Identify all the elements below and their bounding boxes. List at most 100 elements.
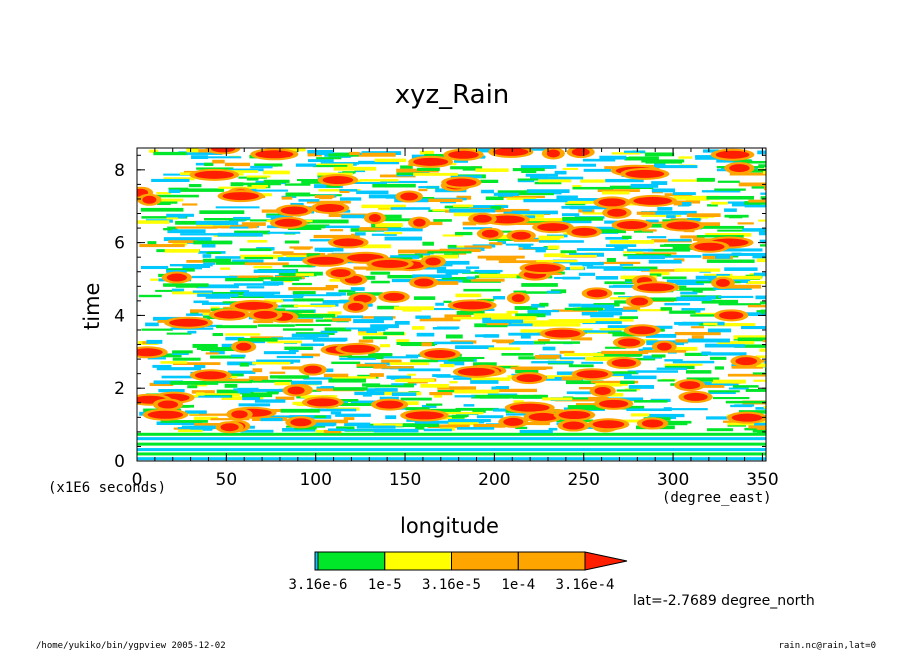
rain-streak <box>560 250 577 254</box>
rain-streak <box>318 249 334 252</box>
rain-streak <box>548 427 558 431</box>
rain-streak <box>358 227 388 231</box>
rain-cell-red <box>598 198 626 207</box>
rain-streak <box>636 211 656 215</box>
rain-streak <box>687 217 701 222</box>
rain-streak <box>229 168 264 172</box>
rain-streak <box>609 297 643 300</box>
rain-streak <box>246 286 265 289</box>
rain-streak <box>630 183 659 188</box>
rain-cell-red <box>166 273 187 282</box>
rain-streak <box>598 261 641 265</box>
rain-streak <box>362 394 372 397</box>
rain-streak <box>604 220 621 224</box>
rain-streak <box>353 319 384 324</box>
rain-streak <box>581 426 600 429</box>
rain-streak <box>292 282 312 286</box>
rain-streak <box>695 275 725 280</box>
rain-streak <box>746 281 766 285</box>
rain-streak <box>647 248 690 252</box>
rain-streak <box>398 249 444 254</box>
rain-streak <box>233 388 257 391</box>
rain-streak <box>138 294 162 298</box>
rain-cell-red <box>194 170 234 179</box>
rain-streak <box>384 232 403 235</box>
rain-streak <box>173 362 221 366</box>
rain-streak <box>349 151 360 156</box>
rain-streak <box>617 405 645 410</box>
rain-streak <box>512 394 548 399</box>
rain-streak <box>623 251 644 254</box>
rain-streak <box>273 251 294 254</box>
rain-streak <box>552 255 597 258</box>
rain-streak <box>229 226 249 229</box>
rain-cell-red <box>322 176 354 185</box>
rain-streak <box>519 148 549 151</box>
rain-streak <box>181 425 221 429</box>
rain-streak <box>649 273 662 277</box>
rain-streak <box>234 182 282 186</box>
rain-streak <box>294 427 317 430</box>
rain-streak <box>515 313 546 318</box>
rain-cell-red <box>307 256 344 265</box>
rain-streak <box>765 209 766 212</box>
rain-streak <box>374 158 407 162</box>
rain-cell-red <box>353 294 372 303</box>
rain-streak <box>278 148 306 152</box>
rain-streak <box>362 383 381 387</box>
rain-streak <box>641 269 682 272</box>
rain-streak <box>244 256 273 260</box>
rain-streak <box>497 190 530 195</box>
rain-streak <box>674 268 721 272</box>
rain-cell-red <box>594 386 611 395</box>
rain-streak <box>442 234 464 237</box>
rain-streak <box>656 367 687 370</box>
rain-streak <box>366 329 378 334</box>
rain-streak <box>306 253 320 257</box>
rain-streak <box>470 278 505 282</box>
rain-streak <box>394 320 410 325</box>
rain-streak <box>237 392 279 395</box>
rain-streak <box>166 268 195 272</box>
rain-cell-red <box>630 297 649 306</box>
rain-streak <box>554 276 581 279</box>
rain-streak <box>212 333 224 337</box>
rain-streak <box>568 303 581 307</box>
colorbar-tick-label: 3.16e-6 <box>288 577 347 593</box>
rain-streak <box>701 190 741 193</box>
rain-streak <box>287 225 326 229</box>
rain-streak <box>508 340 546 345</box>
rain-streak <box>252 361 291 365</box>
rain-streak <box>561 213 580 217</box>
rain-streak <box>606 257 616 262</box>
rain-streak <box>692 289 703 293</box>
rain-cell-red <box>592 420 625 429</box>
rain-streak <box>538 240 584 243</box>
rain-streak <box>716 273 730 277</box>
rain-streak <box>451 415 465 419</box>
rain-cell-red <box>446 178 477 187</box>
rain-cell-red <box>303 365 322 374</box>
colorbar-tick-label: 3.16e-5 <box>422 577 481 593</box>
rain-streak <box>212 159 225 164</box>
rain-streak <box>389 362 430 366</box>
rain-cell-red <box>488 215 525 224</box>
rain-streak <box>241 222 266 226</box>
rain-streak <box>757 150 766 155</box>
rain-streak <box>384 236 423 241</box>
rain-streak <box>455 231 473 236</box>
rain-streak <box>462 227 493 230</box>
rain-streak <box>708 391 736 395</box>
rain-streak <box>222 301 242 304</box>
rain-streak <box>562 167 579 170</box>
rain-streak <box>527 309 559 313</box>
rain-cell-red <box>194 371 227 380</box>
rain-streak <box>724 208 737 212</box>
rain-cell-red <box>222 192 259 201</box>
rain-streak <box>152 364 172 368</box>
rain-streak <box>587 396 608 401</box>
rain-streak <box>184 410 207 414</box>
rain-streak <box>285 255 315 259</box>
rain-streak <box>515 426 528 430</box>
